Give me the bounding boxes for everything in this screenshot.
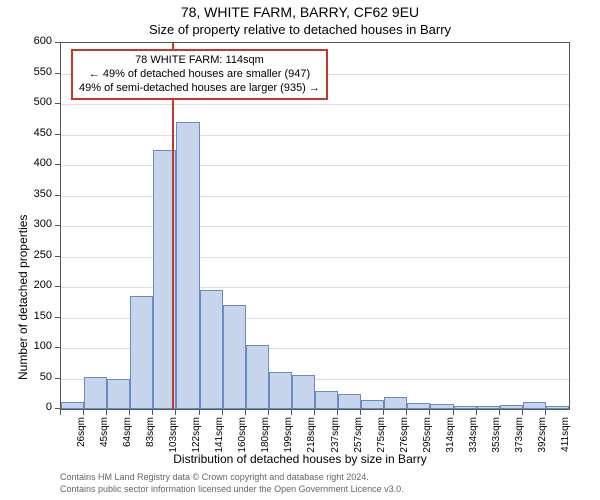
histogram-bar (407, 403, 430, 409)
xtick-label: 83sqm (145, 417, 156, 457)
histogram-bar (292, 375, 315, 409)
xtick-mark (129, 410, 130, 415)
info-box-line3: 49% of semi-detached houses are larger (… (79, 82, 320, 96)
xtick-mark (245, 410, 246, 415)
y-axis-label: Number of detached properties (16, 215, 30, 380)
chart-title-line1: 78, WHITE FARM, BARRY, CF62 9EU (0, 4, 600, 20)
xtick-label: 275sqm (376, 417, 387, 457)
gridline (61, 104, 569, 105)
histogram-bar (246, 345, 269, 409)
gridline (61, 165, 569, 166)
histogram-bar (223, 305, 246, 409)
xtick-label: 218sqm (306, 417, 317, 457)
ytick-label: 300 (18, 218, 52, 230)
gridline (61, 287, 569, 288)
xtick-label: 276sqm (399, 417, 410, 457)
histogram-bar (361, 400, 384, 409)
xtick-label: 237sqm (330, 417, 341, 457)
histogram-bar (130, 296, 153, 409)
gridline (61, 257, 569, 258)
xtick-mark (545, 410, 546, 415)
xtick-mark (83, 410, 84, 415)
ytick-label: 500 (18, 96, 52, 108)
attribution-line1: Contains HM Land Registry data © Crown c… (60, 472, 369, 482)
xtick-mark (314, 410, 315, 415)
xtick-mark (476, 410, 477, 415)
ytick-label: 350 (18, 188, 52, 200)
xtick-label: 411sqm (560, 417, 571, 457)
info-box: 78 WHITE FARM: 114sqm← 49% of detached h… (71, 49, 328, 100)
ytick-label: 550 (18, 66, 52, 78)
ytick-label: 250 (18, 249, 52, 261)
xtick-mark (499, 410, 500, 415)
histogram-bar (500, 405, 523, 409)
histogram-bar (546, 406, 569, 409)
xtick-mark (406, 410, 407, 415)
xtick-label: 392sqm (537, 417, 548, 457)
histogram-bar (107, 379, 130, 410)
xtick-label: 64sqm (122, 417, 133, 457)
xtick-label: 257sqm (353, 417, 364, 457)
xtick-mark (429, 410, 430, 415)
ytick-label: 150 (18, 310, 52, 322)
xtick-mark (175, 410, 176, 415)
histogram-bar (315, 391, 338, 409)
xtick-label: 103sqm (168, 417, 179, 457)
plot-area: 78 WHITE FARM: 114sqm← 49% of detached h… (60, 42, 570, 410)
info-box-line1: 78 WHITE FARM: 114sqm (79, 54, 320, 68)
xtick-label: 199sqm (283, 417, 294, 457)
xtick-mark (453, 410, 454, 415)
xtick-mark (337, 410, 338, 415)
chart-title-line2: Size of property relative to detached ho… (0, 22, 600, 37)
xtick-label: 314sqm (445, 417, 456, 457)
xtick-label: 122sqm (191, 417, 202, 457)
histogram-bar (338, 394, 361, 409)
histogram-bar (454, 406, 477, 409)
xtick-mark (268, 410, 269, 415)
histogram-bar (84, 377, 107, 409)
ytick-label: 600 (18, 35, 52, 47)
xtick-mark (383, 410, 384, 415)
ytick-label: 0 (18, 401, 52, 413)
histogram-bar (61, 402, 84, 409)
info-box-line2: ← 49% of detached houses are smaller (94… (79, 68, 320, 82)
histogram-chart: 78, WHITE FARM, BARRY, CF62 9EU Size of … (0, 0, 600, 500)
ytick-label: 400 (18, 157, 52, 169)
xtick-mark (222, 410, 223, 415)
ytick-label: 100 (18, 340, 52, 352)
ytick-label: 450 (18, 127, 52, 139)
xtick-mark (522, 410, 523, 415)
xtick-mark (199, 410, 200, 415)
histogram-bar (523, 402, 546, 409)
attribution-line2: Contains public sector information licen… (60, 484, 404, 494)
histogram-bar (430, 404, 453, 409)
xtick-label: 141sqm (214, 417, 225, 457)
xtick-mark (106, 410, 107, 415)
histogram-bar (200, 290, 223, 409)
xtick-mark (152, 410, 153, 415)
xtick-mark (60, 410, 61, 415)
xtick-label: 45sqm (99, 417, 110, 457)
gridline (61, 135, 569, 136)
ytick-label: 50 (18, 371, 52, 383)
xtick-label: 26sqm (76, 417, 87, 457)
xtick-mark (291, 410, 292, 415)
xtick-mark (360, 410, 361, 415)
gridline (61, 196, 569, 197)
xtick-label: 180sqm (260, 417, 271, 457)
xtick-label: 295sqm (422, 417, 433, 457)
histogram-bar (477, 406, 500, 409)
xtick-label: 373sqm (514, 417, 525, 457)
xtick-label: 334sqm (468, 417, 479, 457)
gridline (61, 226, 569, 227)
x-axis-label: Distribution of detached houses by size … (0, 452, 600, 466)
histogram-bar (384, 397, 407, 409)
histogram-bar (176, 122, 199, 409)
histogram-bar (269, 372, 292, 409)
ytick-label: 200 (18, 279, 52, 291)
xtick-label: 160sqm (237, 417, 248, 457)
xtick-label: 353sqm (491, 417, 502, 457)
